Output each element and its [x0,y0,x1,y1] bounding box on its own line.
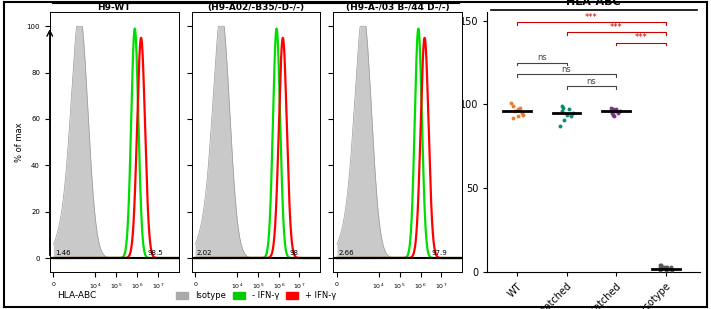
Text: ***: *** [610,23,622,32]
Text: 2.66: 2.66 [338,250,354,256]
Point [654,265,665,269]
Point [612,110,624,115]
Y-axis label: % of max: % of max [15,122,23,162]
Text: 98.5: 98.5 [148,250,164,256]
Point [659,265,670,269]
Point [609,109,621,114]
Point [557,105,569,110]
Text: HLA-ABC: HLA-ABC [57,290,96,300]
Point [665,265,677,269]
Point [655,266,666,271]
Point [661,265,673,269]
Point [506,100,517,105]
Text: ns: ns [537,53,547,62]
Point [507,115,518,120]
Point [516,110,528,115]
Point [660,268,671,273]
Point [609,114,620,119]
Point [567,110,578,115]
Point [658,265,669,269]
Text: ns: ns [562,65,572,74]
Title: Nonmatched cell
(H9-A-/03 B-/44 D-/-): Nonmatched cell (H9-A-/03 B-/44 D-/-) [346,0,449,11]
Point [565,114,577,119]
Point [608,112,619,117]
Text: 2.02: 2.02 [197,250,212,256]
Point [557,109,568,114]
Point [564,107,575,112]
Point [510,109,521,114]
Point [660,266,671,271]
Point [606,110,618,115]
Point [606,105,617,110]
Point [513,107,524,112]
Point [558,117,570,122]
Legend: Isotype, - IFN-γ, + IFN-γ: Isotype, - IFN-γ, + IFN-γ [173,288,339,303]
Point [663,266,674,271]
Point [517,112,528,117]
Text: 97.9: 97.9 [432,250,447,256]
Text: ***: *** [585,13,598,22]
Title: HLA-ABC: HLA-ABC [567,0,621,7]
Title: Matched cell
(H9-A02/-B35/-D-/-): Matched cell (H9-A02/-B35/-D-/-) [208,0,304,11]
Point [608,107,619,112]
Y-axis label: % of max: % of max [447,119,457,165]
Point [561,112,572,117]
Text: ns: ns [587,77,597,86]
Point [656,263,667,268]
Point [513,114,524,119]
Point [654,268,665,273]
Point [555,124,566,129]
Text: ***: *** [634,33,647,42]
Point [507,104,518,108]
Point [666,268,678,273]
Title: H9-WT: H9-WT [97,2,131,11]
Point [661,266,673,271]
Point [655,263,666,268]
Point [610,107,621,112]
Point [514,105,525,110]
Point [557,104,568,108]
Point [614,109,626,114]
Point [654,266,665,271]
Point [664,266,675,271]
Text: 98: 98 [289,250,299,256]
Text: 1.46: 1.46 [55,250,70,256]
